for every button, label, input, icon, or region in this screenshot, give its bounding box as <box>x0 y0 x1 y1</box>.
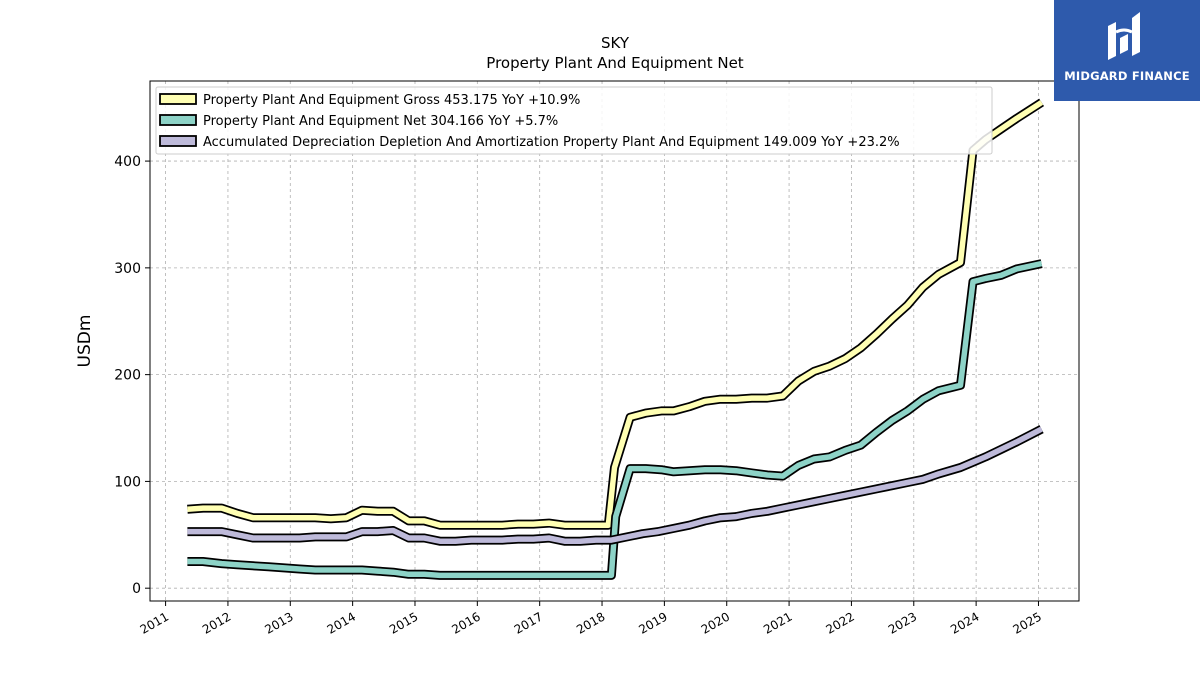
y-tick-label: 300 <box>114 261 141 277</box>
x-tick-label: 2016 <box>449 609 482 636</box>
legend-swatch <box>159 114 197 126</box>
y-tick-label: 0 <box>132 581 141 597</box>
x-tick-label: 2022 <box>823 609 856 636</box>
x-tick-label: 2013 <box>262 609 295 636</box>
chart-title: SKY <box>601 34 630 52</box>
chart-subtitle: Property Plant And Equipment Net <box>486 54 743 72</box>
x-tick-label: 2024 <box>948 609 981 636</box>
legend-label: Property Plant And Equipment Gross 453.1… <box>203 93 580 108</box>
legend-swatch <box>159 135 197 147</box>
legend-box <box>155 86 993 155</box>
series-line <box>187 100 1044 528</box>
x-tick-label: 2015 <box>387 609 420 636</box>
x-axis: 2011 2012 2013 2014 2015 2016 2017 2018 2019 2020… <box>138 601 1044 637</box>
x-tick-label: 2021 <box>761 609 794 636</box>
x-tick-label: 2025 <box>1011 609 1044 636</box>
logo-text: MIDGARD FINANCE <box>1064 69 1190 83</box>
y-axis-label: USDm <box>75 315 95 368</box>
y-axis: 0 100 200 300 400 <box>114 154 150 597</box>
x-tick-label: 2023 <box>886 609 919 636</box>
series-layer <box>187 98 1045 580</box>
plot-frame <box>149 80 1080 602</box>
x-tick-label: 2012 <box>200 609 233 636</box>
y-tick-label: 400 <box>114 154 141 170</box>
series-line <box>187 426 1043 544</box>
legend-swatch <box>159 93 197 105</box>
y-tick-label: 200 <box>114 368 141 384</box>
midgard-finance-logo: MIDGARD FINANCE <box>1054 0 1200 101</box>
x-tick-label: 2019 <box>636 609 669 636</box>
midgard-logo-icon <box>1108 12 1140 60</box>
legend-label: Accumulated Depreciation Depletion And A… <box>203 135 900 150</box>
series-line <box>187 260 1043 579</box>
legend-label: Property Plant And Equipment Net 304.166… <box>203 114 558 129</box>
x-tick-label: 2011 <box>138 609 171 636</box>
grid <box>150 81 1079 601</box>
y-tick-label: 100 <box>114 474 141 490</box>
x-tick-label: 2018 <box>574 609 607 636</box>
x-tick-label: 2020 <box>699 609 732 636</box>
x-tick-label: 2014 <box>325 609 358 636</box>
x-tick-label: 2017 <box>512 609 545 636</box>
legend: Property Plant And Equipment Gross 453.1… <box>155 86 993 155</box>
